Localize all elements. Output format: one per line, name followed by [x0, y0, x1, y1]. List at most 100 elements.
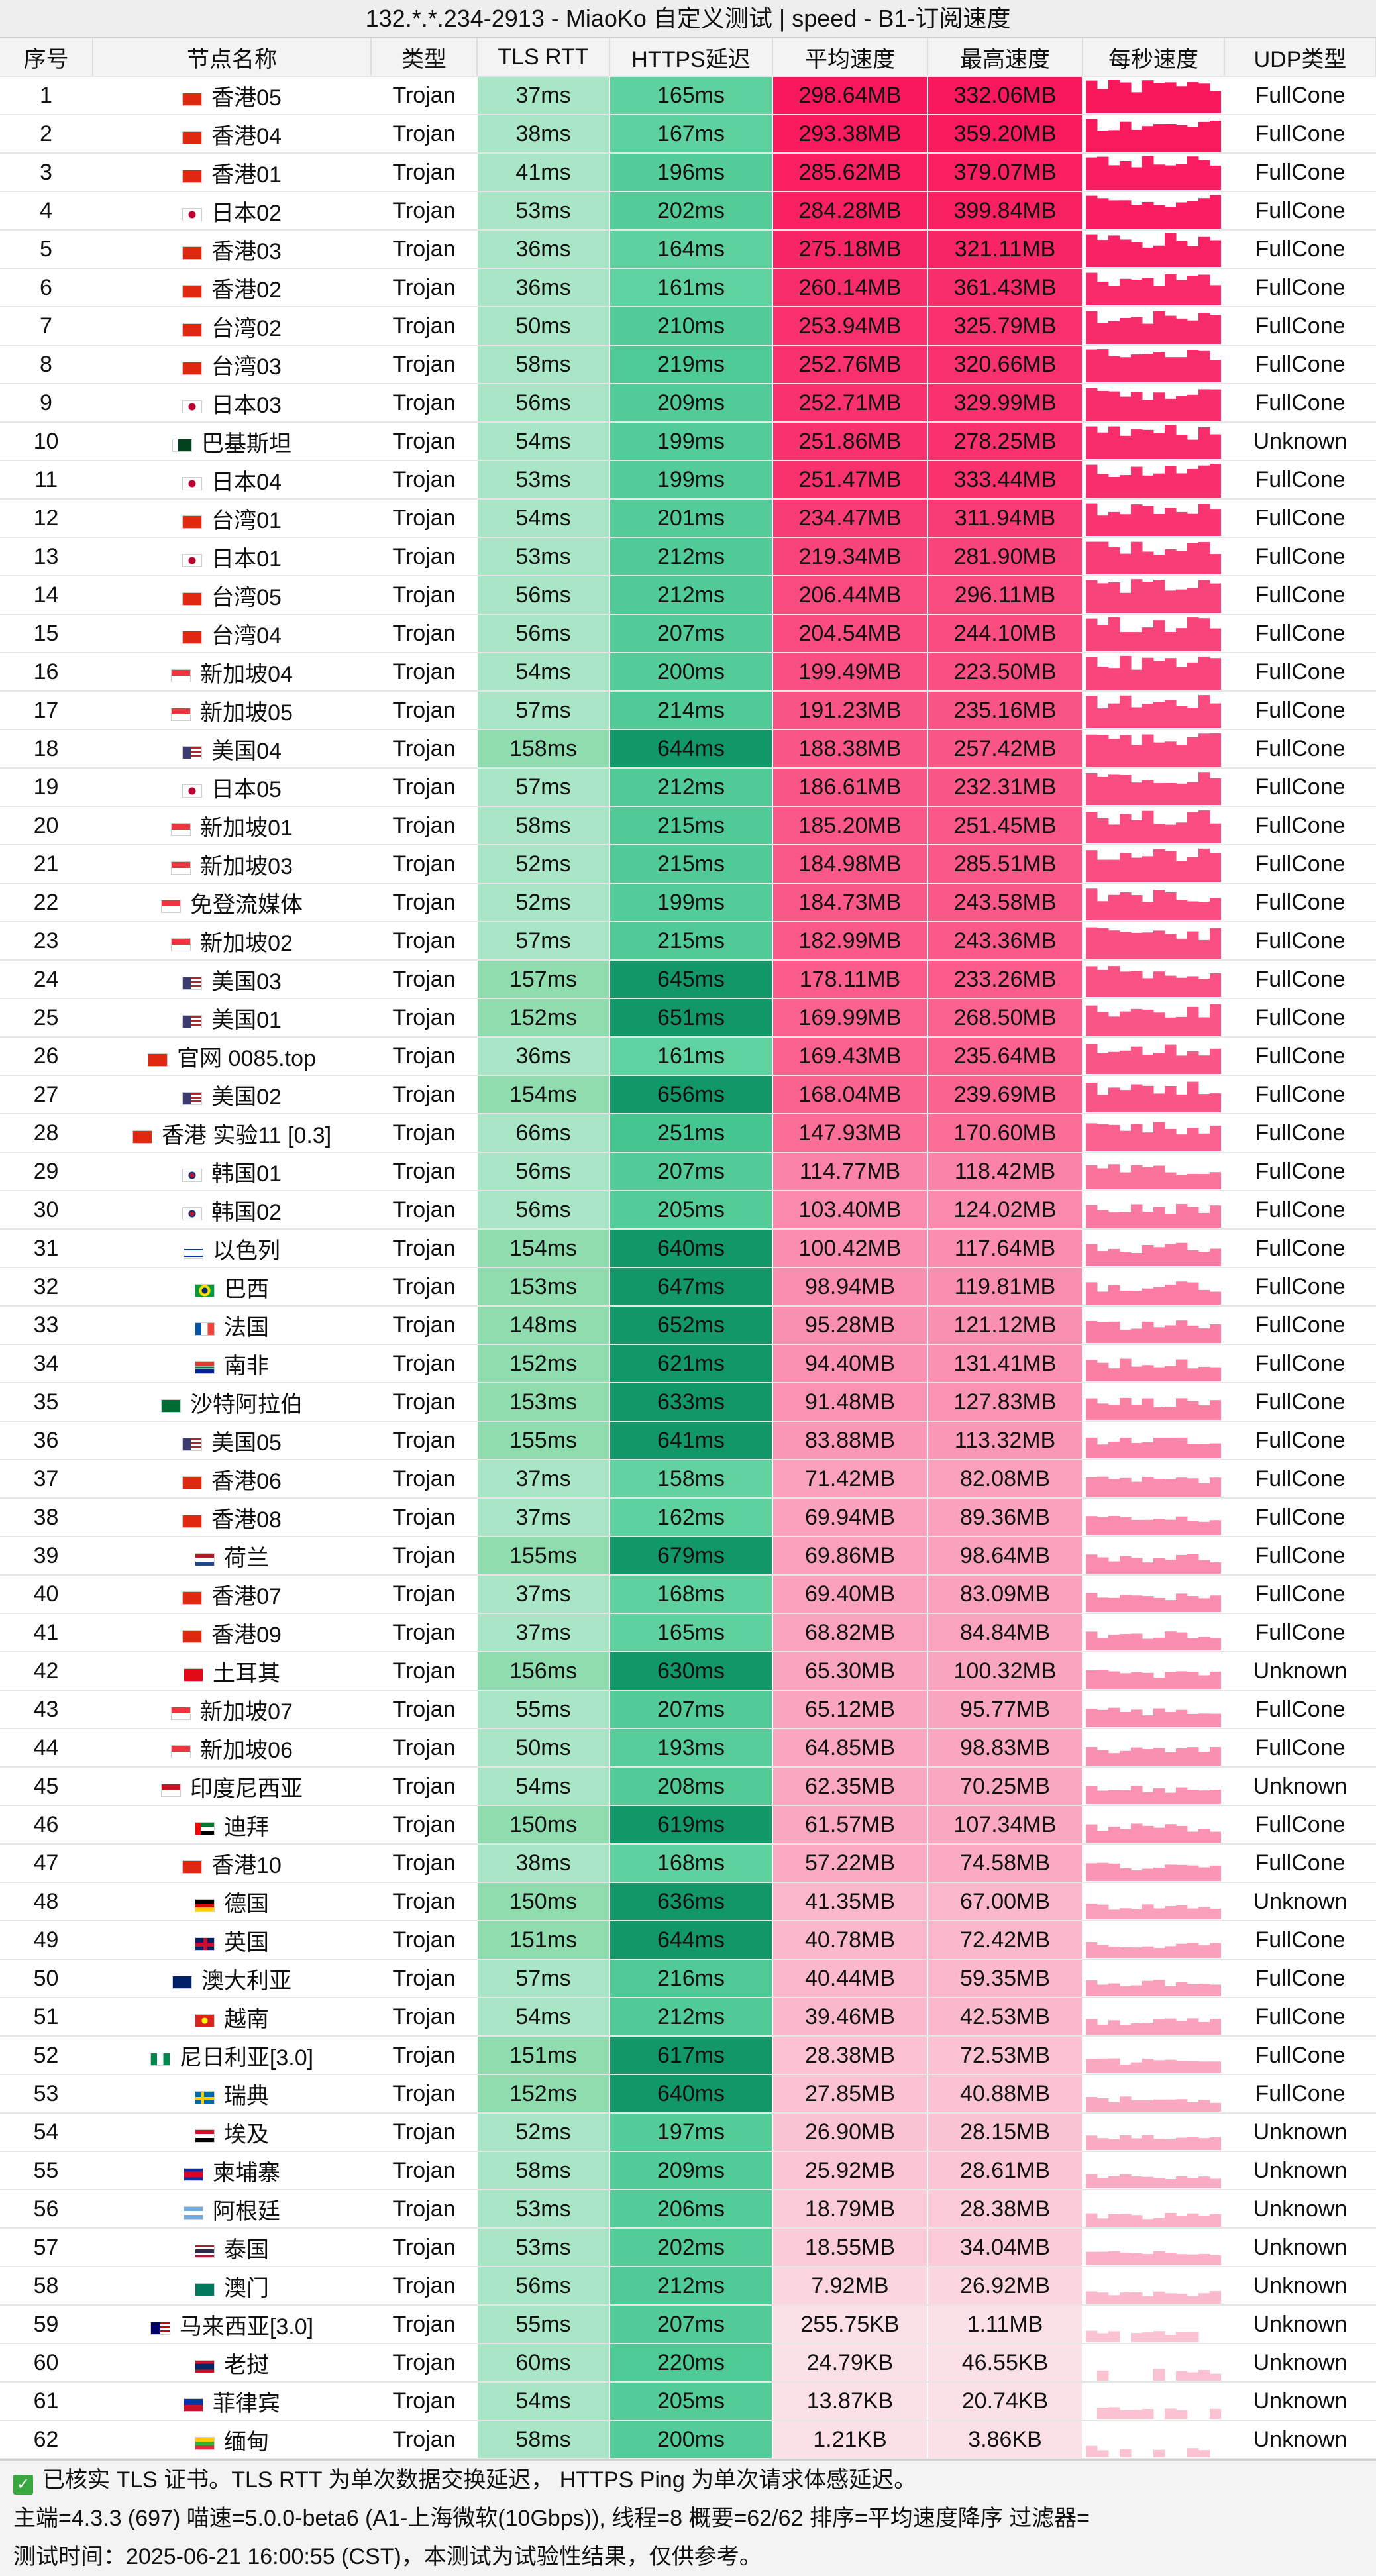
cell-avg-speed: 255.75KB [772, 2305, 928, 2344]
node-name-label: 泰国 [224, 2237, 269, 2263]
cell-max-speed: 119.81MB [927, 1267, 1083, 1307]
per-second-bar [1108, 391, 1120, 421]
per-second-sparkline [1086, 2213, 1221, 2227]
cn-flag-icon [182, 323, 203, 337]
cell-max-speed: 243.36MB [927, 922, 1083, 961]
cn-flag-icon [182, 361, 203, 375]
cell-per-second [1083, 2074, 1225, 2114]
cell-per-second [1083, 76, 1225, 115]
per-second-bar [1108, 1368, 1120, 1381]
cell-per-second [1083, 614, 1225, 653]
per-second-bar [1142, 780, 1154, 805]
per-second-bar [1176, 1359, 1188, 1381]
cell-udp-type: FullCone [1224, 1460, 1376, 1499]
cell-node-name: 美国05 [93, 1421, 372, 1460]
table-row: 57 泰国 Trojan 53ms 202ms 18.55MB 34.04MB Unknown [0, 2228, 1376, 2267]
cell-type: Trojan [371, 460, 478, 500]
per-second-bar [1097, 625, 1109, 651]
cell-max-speed: 127.83MB [927, 1383, 1083, 1422]
per-second-bar [1198, 504, 1210, 536]
cell-avg-speed: 178.11MB [772, 960, 928, 999]
node-name-label: 沙特阿拉伯 [190, 1391, 303, 1417]
node-name-label: 香港 实验11 [0.3] [161, 1122, 332, 1148]
per-second-bar [1153, 1407, 1165, 1420]
per-second-bar [1198, 2370, 1210, 2381]
per-second-bar [1176, 1982, 1188, 1996]
per-second-bar [1176, 1055, 1188, 1074]
per-second-bar [1165, 1017, 1177, 1036]
per-second-bar [1187, 782, 1199, 805]
cell-per-second [1083, 2267, 1225, 2306]
cell-avg-speed: 206.44MB [772, 576, 928, 615]
per-second-bar [1108, 1597, 1120, 1612]
per-second-bar [1142, 1085, 1154, 1112]
per-second-sparkline [1086, 1164, 1221, 1189]
per-second-bar [1165, 632, 1177, 651]
per-second-bar [1165, 1128, 1177, 1151]
la-flag-icon [195, 2359, 215, 2373]
per-second-bar [1165, 398, 1177, 421]
per-second-bar [1086, 1786, 1098, 1804]
cell-tls-rtt: 56ms [477, 1152, 610, 1191]
cell-node-name: 缅甸 [93, 2420, 372, 2459]
per-second-sparkline [1086, 1437, 1221, 1458]
per-second-sparkline [1086, 695, 1221, 728]
per-second-bar [1165, 2293, 1177, 2304]
per-second-bar [1108, 477, 1120, 498]
per-second-bar [1097, 1557, 1109, 1574]
per-second-bar [1131, 242, 1143, 267]
per-second-bar [1153, 783, 1165, 805]
cell-tls-rtt: 54ms [477, 653, 610, 692]
cell-type: Trojan [371, 1344, 478, 1383]
per-second-sparkline [1086, 1203, 1221, 1228]
per-second-bar [1176, 280, 1188, 305]
per-second-bar [1198, 121, 1210, 152]
per-second-bar [1142, 627, 1154, 651]
cell-type: Trojan [371, 1267, 478, 1307]
cell-udp-type: FullCone [1224, 691, 1376, 730]
cell-max-speed: 83.09MB [927, 1575, 1083, 1614]
per-second-bar [1142, 2023, 1154, 2035]
per-second-bar [1120, 435, 1132, 459]
cell-max-speed: 170.60MB [927, 1114, 1083, 1153]
my-flag-icon [150, 2321, 170, 2335]
cell-max-speed: 72.53MB [927, 2036, 1083, 2075]
per-second-bar [1176, 1593, 1188, 1612]
per-second-bar [1086, 1244, 1098, 1266]
table-row: 43 新加坡07 Trojan 55ms 207ms 65.12MB 95.77MB Full… [0, 1690, 1376, 1729]
cell-node-name: 新加坡06 [93, 1729, 372, 1768]
per-second-bar [1153, 1012, 1165, 1036]
table-row: 33 法国 Trojan 148ms 652ms 95.28MB 121.12MB FullC… [0, 1306, 1376, 1345]
per-second-bar [1165, 1600, 1177, 1612]
per-second-bar [1120, 1790, 1132, 1804]
per-second-bar [1176, 1554, 1188, 1574]
cell-avg-speed: 95.28MB [772, 1306, 928, 1345]
cell-type: Trojan [371, 1498, 478, 1537]
table-row: 4 日本02 Trojan 53ms 202ms 284.28MB 399.84MB Full… [0, 191, 1376, 231]
per-second-bar [1176, 2254, 1188, 2265]
cell-udp-type: FullCone [1224, 576, 1376, 615]
cell-udp-type: FullCone [1224, 883, 1376, 922]
per-second-bar [1131, 1405, 1143, 1420]
per-second-bar [1187, 1401, 1199, 1420]
footer-cert-text: 已核实 TLS 证书。TLS RTT 为单次数据交换延迟， HTTPS Ping… [42, 2467, 917, 2493]
per-second-bar [1108, 547, 1120, 574]
per-second-sparkline [1086, 1942, 1221, 1958]
per-second-bar [1176, 1281, 1188, 1305]
cell-udp-type: FullCone [1224, 1998, 1376, 2037]
hk-flag-icon [182, 284, 203, 298]
per-second-bar [1097, 1012, 1109, 1036]
per-second-bar [1198, 2176, 1210, 2188]
cell-idx: 58 [0, 2267, 93, 2306]
th-flag-icon [195, 2244, 215, 2258]
eg-flag-icon [195, 2129, 215, 2143]
per-second-bar [1176, 1134, 1188, 1151]
per-second-sparkline [1086, 349, 1221, 382]
per-second-bar [1198, 1675, 1210, 1689]
sg-flag-icon [171, 707, 191, 721]
node-name-label: 新加坡02 [200, 930, 293, 956]
cell-max-speed: 223.50MB [927, 653, 1083, 692]
per-second-bar [1131, 2138, 1143, 2150]
table-row: 25 美国01 Trojan 152ms 651ms 169.99MB 268.50MB Fu… [0, 998, 1376, 1038]
cell-per-second [1083, 806, 1225, 845]
